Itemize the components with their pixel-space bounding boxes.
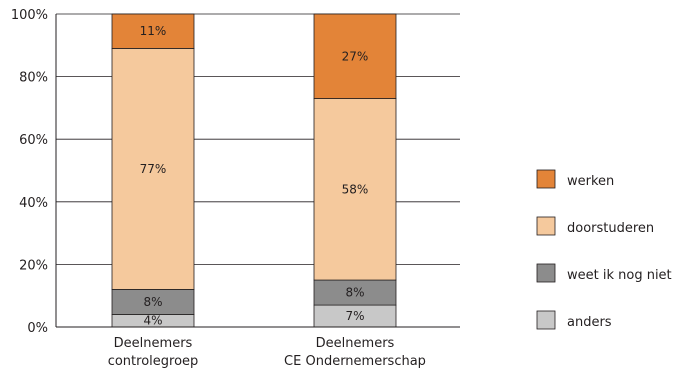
x-category-label: Deelnemers <box>114 336 193 351</box>
legend-label: werken <box>567 174 614 189</box>
legend-label: weet ik nog niet <box>567 268 672 283</box>
y-tick-label: 100% <box>11 8 48 23</box>
legend-swatch <box>537 264 555 282</box>
legend-swatch <box>537 170 555 188</box>
legend-label: anders <box>567 315 612 330</box>
x-category-label: CE Ondernemerschap <box>284 354 426 369</box>
legend-swatch <box>537 311 555 329</box>
y-tick-label: 80% <box>19 71 48 86</box>
y-tick-label: 60% <box>19 133 48 148</box>
x-category-label: controlegroep <box>108 354 199 369</box>
y-tick-label: 20% <box>19 258 48 273</box>
data-label: 11% <box>140 24 167 38</box>
data-label: 8% <box>345 286 364 300</box>
data-label: 7% <box>345 309 364 323</box>
y-tick-label: 0% <box>27 321 48 336</box>
data-label: 58% <box>342 182 369 196</box>
y-tick-label: 40% <box>19 196 48 211</box>
data-label: 27% <box>342 49 369 63</box>
x-category-label: Deelnemers <box>316 336 395 351</box>
data-label: 8% <box>143 295 162 309</box>
data-label: 77% <box>140 162 167 176</box>
data-label: 4% <box>143 314 162 328</box>
legend-label: doorstuderen <box>567 221 654 236</box>
legend-swatch <box>537 217 555 235</box>
